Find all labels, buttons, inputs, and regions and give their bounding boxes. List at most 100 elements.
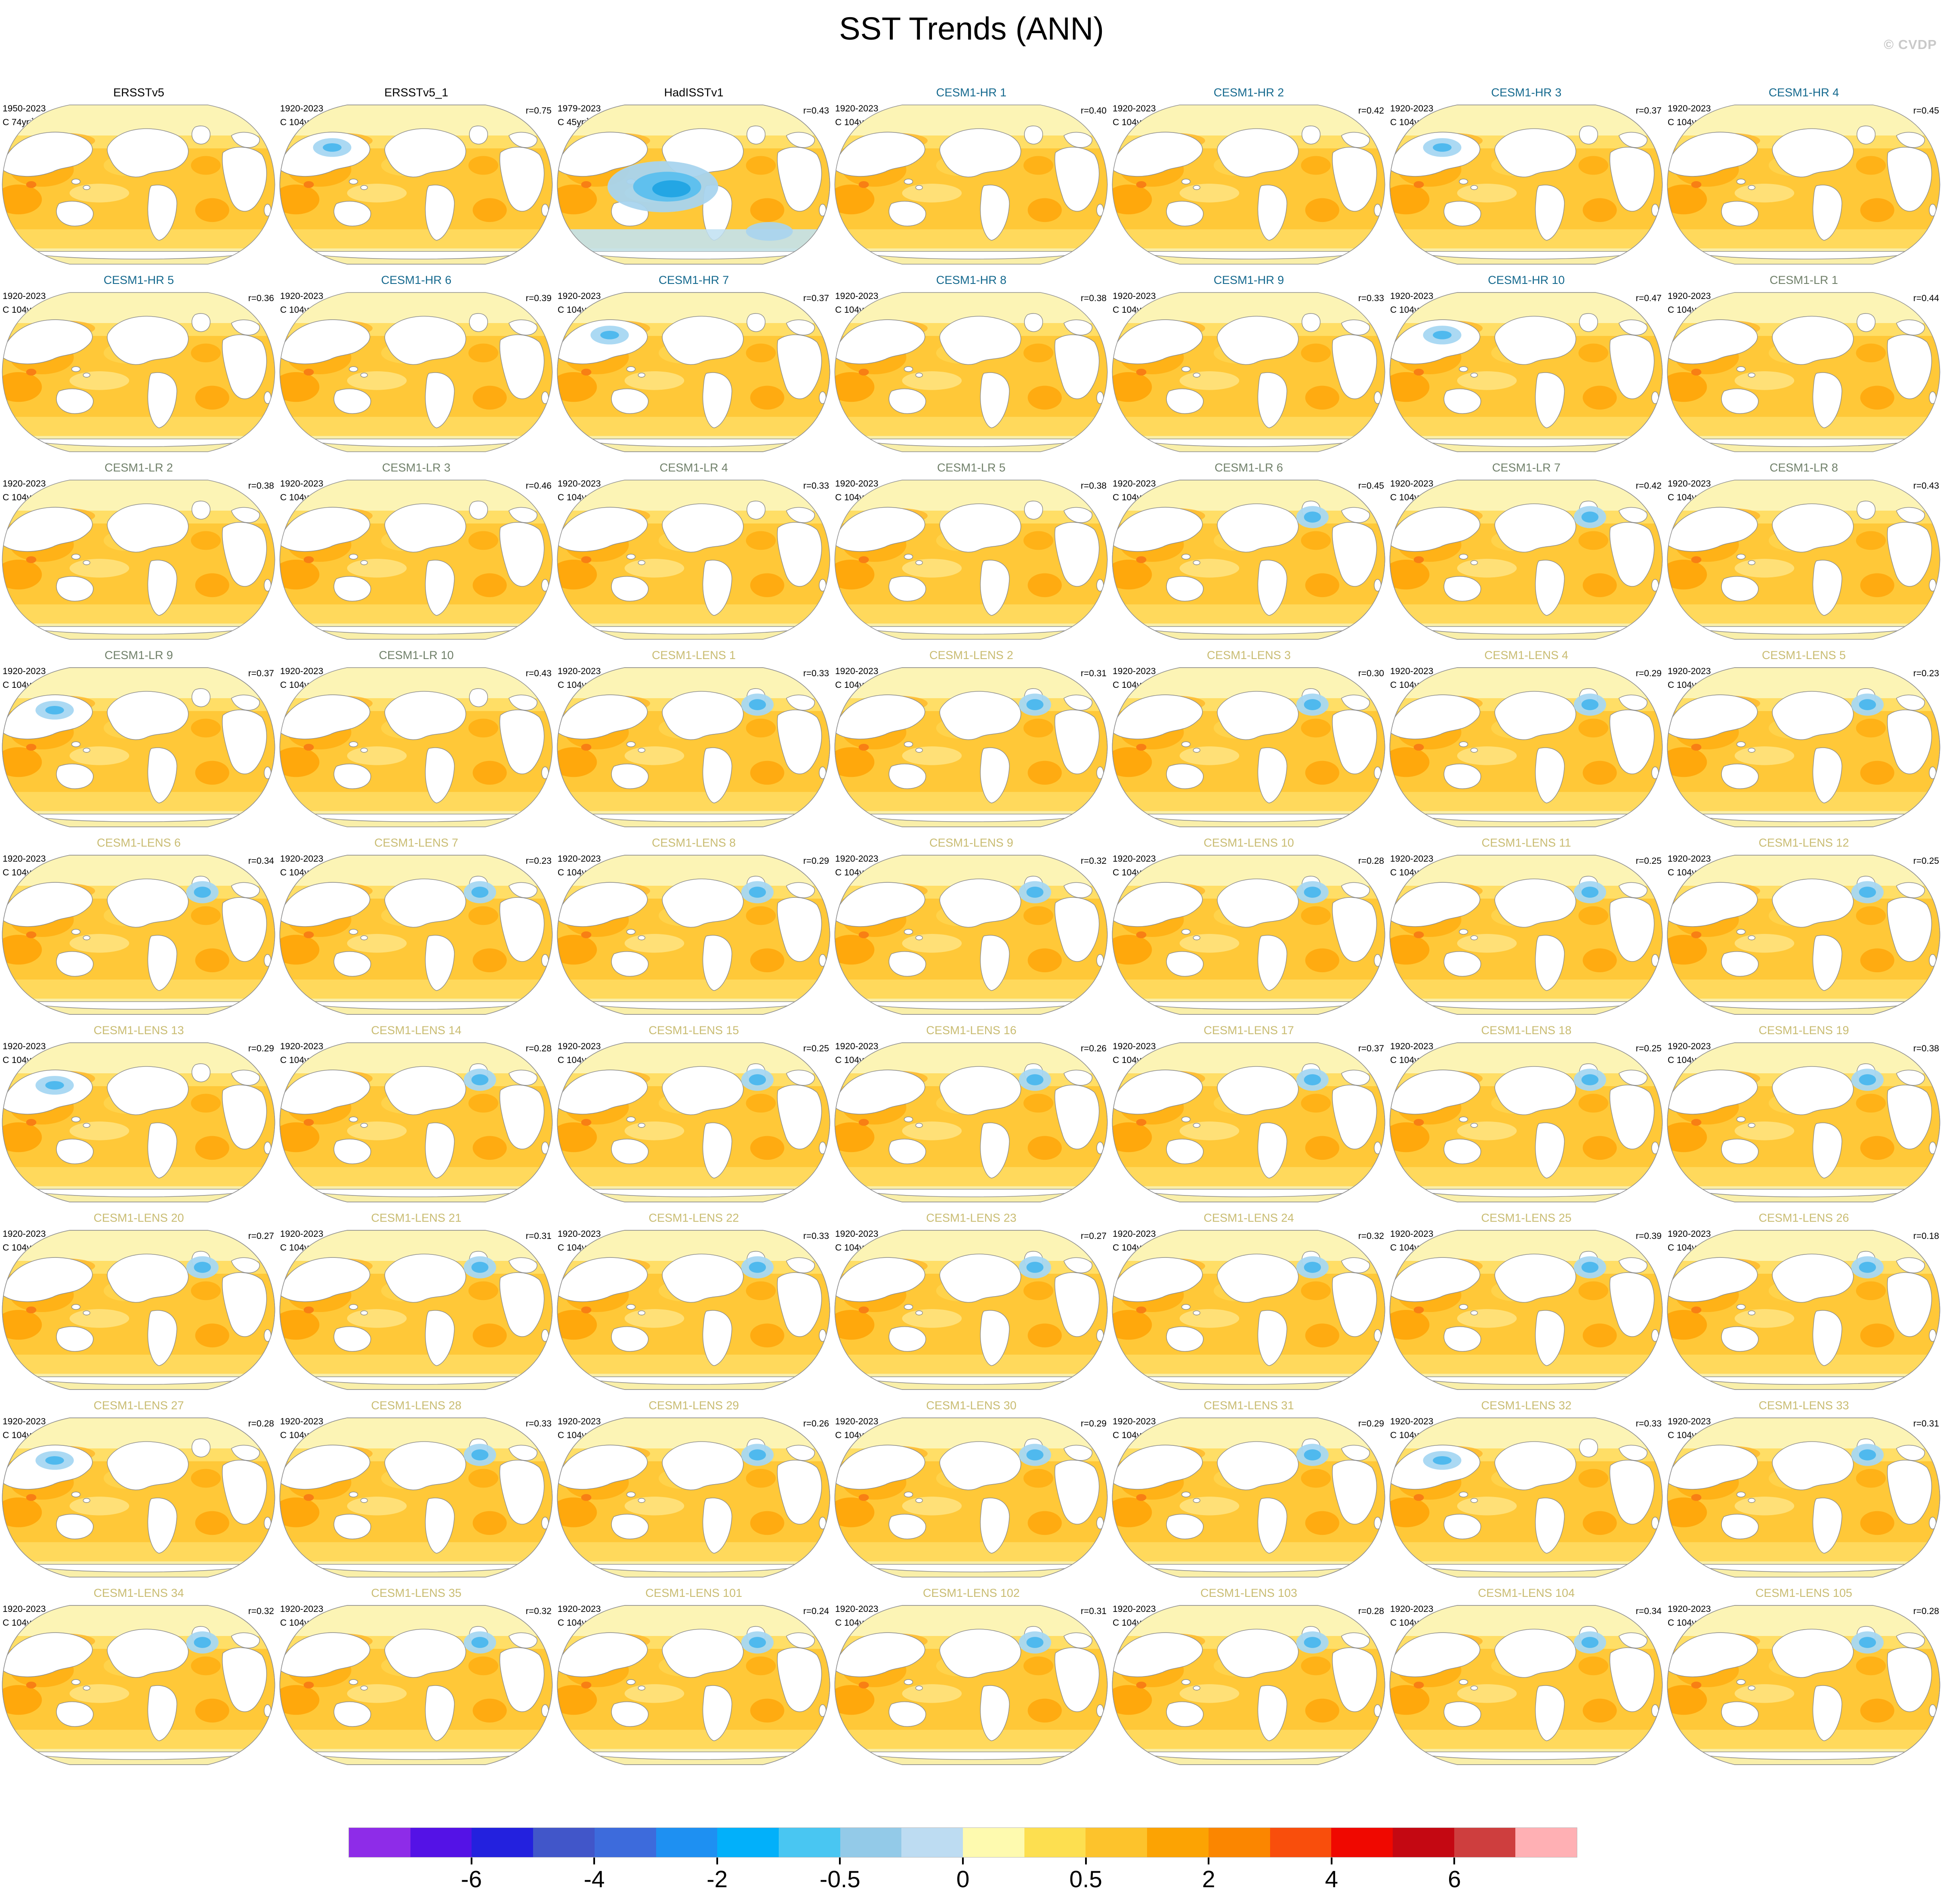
panel-period: 1920-2023: [1390, 479, 1434, 489]
panel-correlation: r=0.33: [803, 669, 829, 678]
panel-correlation: r=0.29: [803, 856, 829, 866]
panel-period: 1920-2023: [835, 104, 879, 114]
panel-title: CESM1-LENS 20: [93, 1211, 184, 1224]
panel-correlation: r=0.37: [1358, 1044, 1384, 1054]
panel-correlation: r=0.26: [803, 1419, 829, 1429]
panel-title: CESM1-LENS 8: [651, 836, 736, 849]
colorbar-segment: [1515, 1828, 1577, 1857]
panel-title: ERSSTv5_1: [384, 86, 448, 99]
panel-title: HadISSTv1: [664, 86, 724, 99]
world-map-thumbnail: [556, 852, 831, 1018]
panel-title: CESM1-LENS 13: [93, 1024, 184, 1037]
panel-correlation: r=0.36: [248, 293, 274, 303]
panel-title: CESM1-HR 9: [1213, 274, 1284, 287]
colorbar-tick-label: -4: [583, 1866, 605, 1892]
panel-period: 1920-2023: [1668, 291, 1711, 301]
world-map-thumbnail: [834, 664, 1109, 830]
colorbar-tick: [716, 1858, 718, 1864]
panel-period: 1920-2023: [3, 1417, 46, 1426]
colorbar-segment: [594, 1828, 656, 1857]
panel-correlation: r=0.31: [525, 1231, 552, 1241]
world-map-thumbnail: [1389, 289, 1664, 455]
panel-title: CESM1-HR 4: [1768, 86, 1839, 99]
panel-correlation: r=0.28: [1358, 1606, 1384, 1616]
panel-correlation: r=0.32: [1358, 1231, 1384, 1241]
panel-correlation: r=0.28: [1913, 1606, 1939, 1616]
colorbar-tick: [593, 1858, 595, 1864]
panel-title: CESM1-LENS 1: [651, 649, 736, 662]
panel-title: CESM1-LR 2: [104, 461, 173, 474]
panel-period: 1920-2023: [280, 479, 324, 489]
map-panel: HadISSTv1 1979-2023 C 45yr-1 r=0.43: [555, 82, 833, 269]
panel-correlation: r=0.29: [1358, 1419, 1384, 1429]
panel-period: 1920-2023: [1668, 1604, 1711, 1614]
world-map-thumbnail: [279, 477, 554, 643]
panel-correlation: r=0.23: [525, 856, 552, 866]
world-map-thumbnail: [279, 1039, 554, 1205]
panel-title: CESM1-LENS 10: [1203, 836, 1294, 849]
panel-title: CESM1-LENS 30: [926, 1399, 1017, 1412]
panel-period: 1920-2023: [1113, 666, 1156, 676]
colorbar-tick: [470, 1858, 472, 1864]
world-map-thumbnail: [1389, 852, 1664, 1018]
panel-period: 1920-2023: [835, 1041, 879, 1051]
panel-correlation: r=0.37: [248, 669, 274, 678]
world-map-thumbnail: [556, 1414, 831, 1581]
panel-period: 1920-2023: [558, 1417, 601, 1426]
panel-correlation: r=0.44: [1913, 293, 1939, 303]
world-map-thumbnail: [556, 664, 831, 830]
panel-title: CESM1-LENS 101: [645, 1587, 743, 1599]
world-map-thumbnail: [1111, 477, 1386, 643]
world-map-thumbnail: [1111, 664, 1386, 830]
panel-period: 1920-2023: [1668, 1041, 1711, 1051]
panel-title: CESM1-HR 7: [658, 274, 729, 287]
panel-period: 1920-2023: [835, 854, 879, 864]
panel-correlation: r=0.43: [1913, 481, 1939, 491]
panel-title: CESM1-LENS 33: [1758, 1399, 1849, 1412]
world-map-thumbnail: [556, 477, 831, 643]
world-map-thumbnail: [1111, 1602, 1386, 1768]
panel-title: CESM1-LR 9: [104, 649, 173, 662]
colorbar-segment: [1392, 1828, 1454, 1857]
panel-period: 1920-2023: [1668, 104, 1711, 114]
panel-title: CESM1-LENS 25: [1481, 1211, 1572, 1224]
world-map-thumbnail: [1389, 1227, 1664, 1393]
colorbar-segment: [533, 1828, 595, 1857]
panel-correlation: r=0.38: [248, 481, 274, 491]
world-map-thumbnail: [1389, 477, 1664, 643]
panel-correlation: r=0.28: [525, 1044, 552, 1054]
panel-period: 1920-2023: [1390, 666, 1434, 676]
panel-correlation: r=0.43: [803, 106, 829, 116]
panel-correlation: r=0.43: [525, 669, 552, 678]
panel-period: 1920-2023: [280, 291, 324, 301]
panel-period: 1920-2023: [1113, 104, 1156, 114]
panel-grid: ERSSTv5 1950-2023 C 74yr-1 ERSSTv5_1 1920-20…: [0, 82, 1943, 1770]
world-map-thumbnail: [1111, 852, 1386, 1018]
panel-title: CESM1-LENS 28: [371, 1399, 462, 1412]
panel-period: 1920-2023: [835, 1229, 879, 1239]
panel-correlation: r=0.38: [1913, 1044, 1939, 1054]
world-map-thumbnail: [834, 1414, 1109, 1581]
world-map-thumbnail: [1, 664, 276, 830]
panel-correlation: r=0.28: [248, 1419, 274, 1429]
panel-period: 1920-2023: [1113, 1229, 1156, 1239]
panel-title: CESM1-HR 8: [936, 274, 1007, 287]
panel-title: CESM1-LR 7: [1492, 461, 1561, 474]
